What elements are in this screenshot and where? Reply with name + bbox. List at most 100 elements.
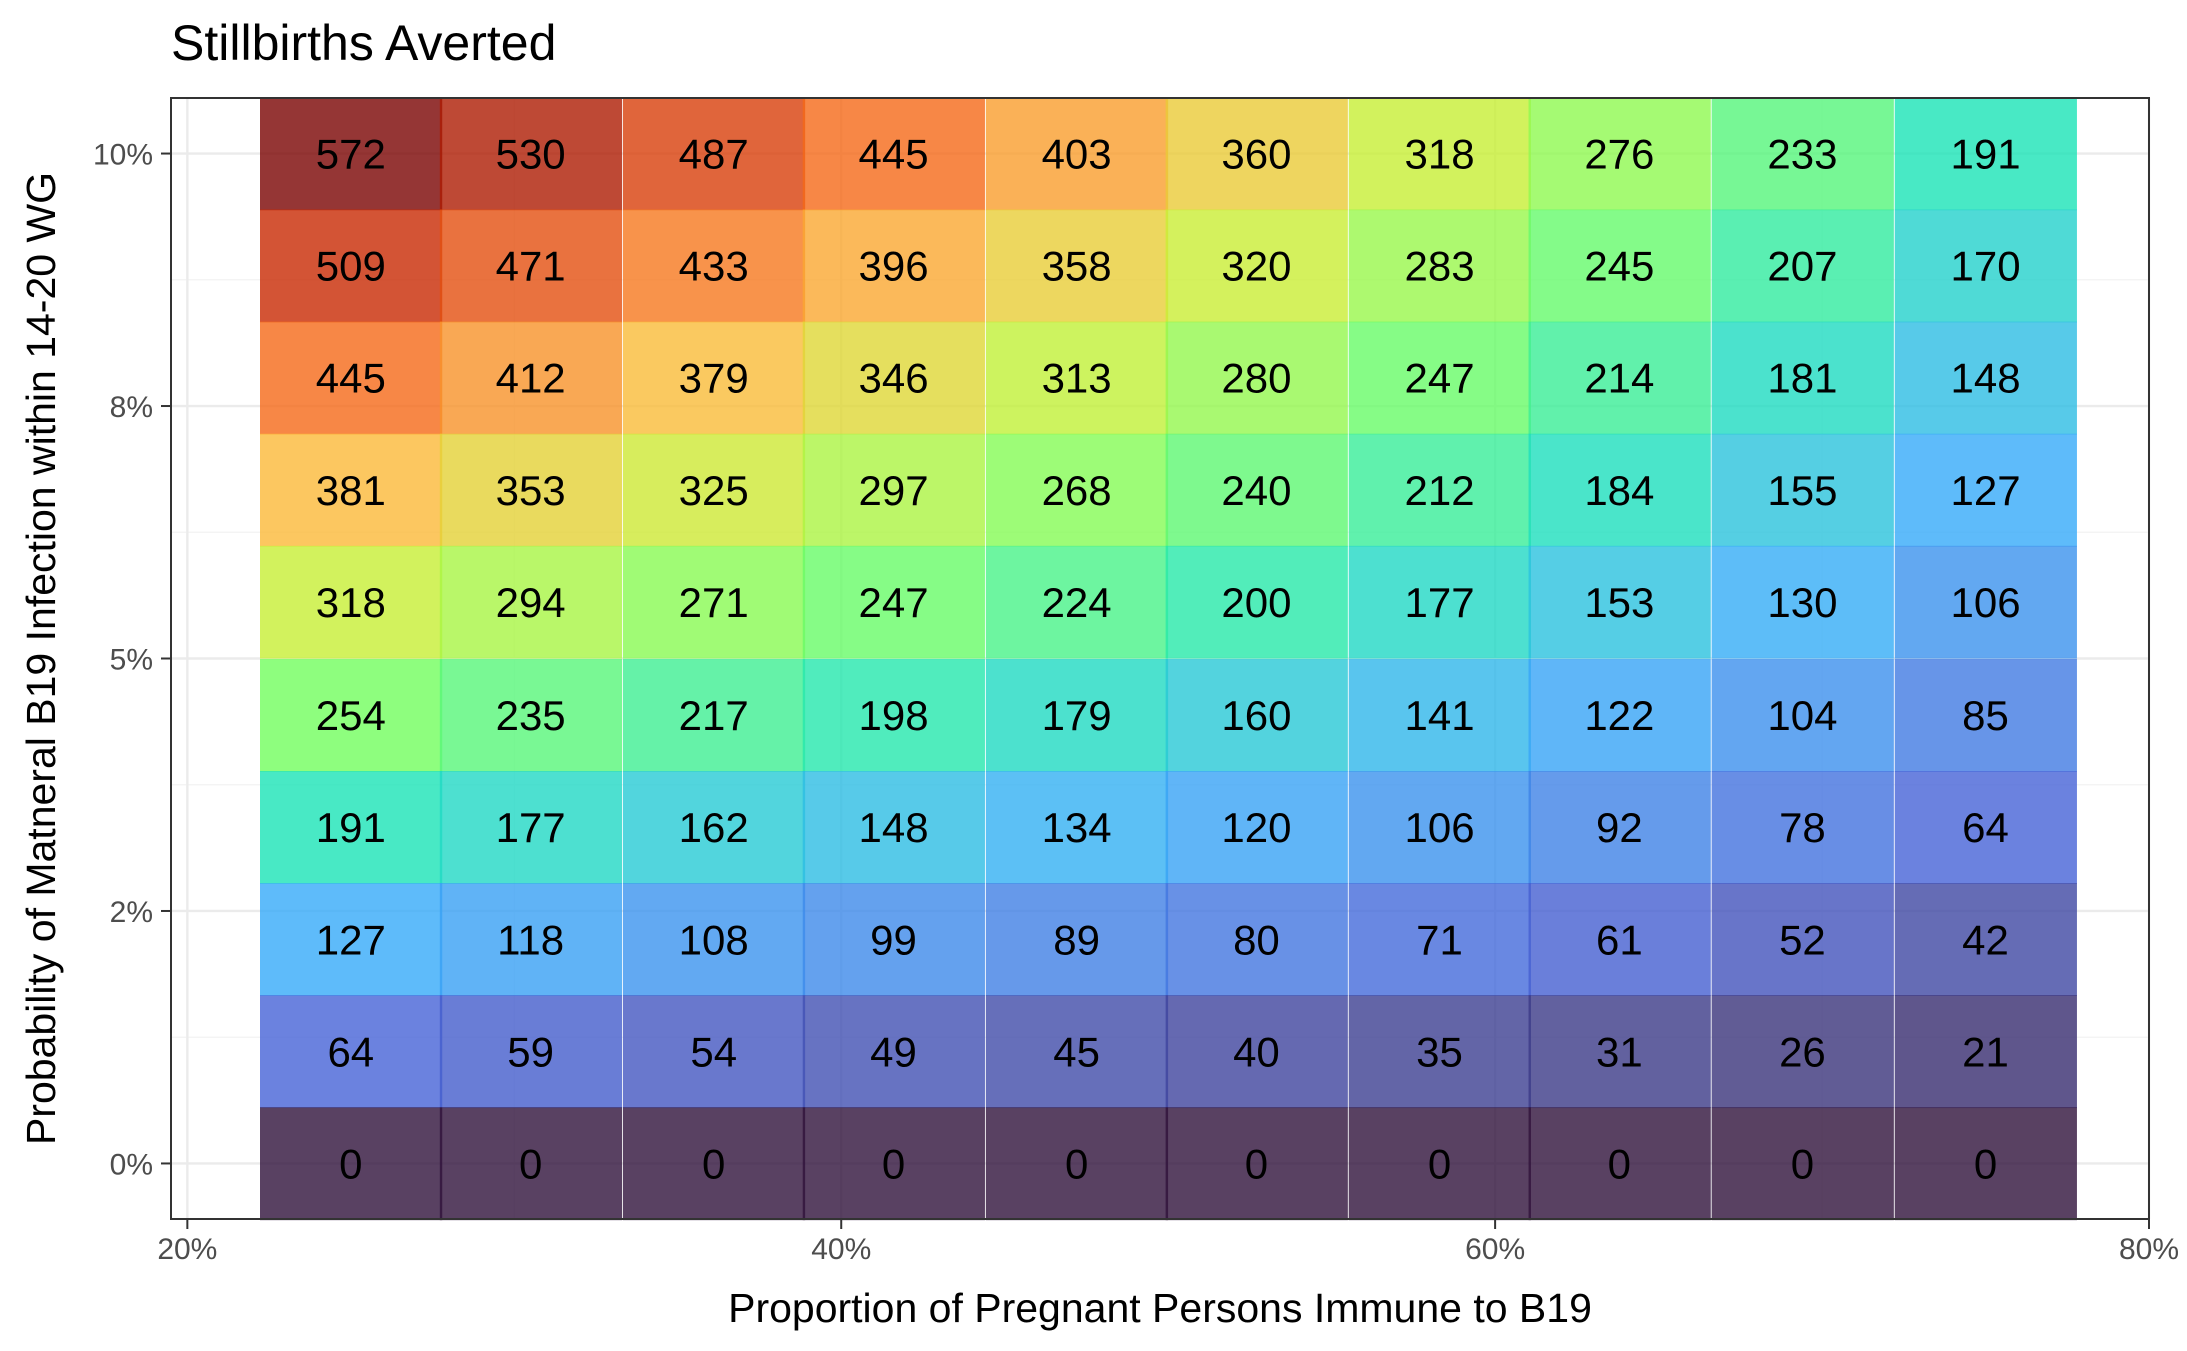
cell-value-r8-c8: 26 — [1779, 1028, 1826, 1075]
y-tick-label-2: 5% — [110, 644, 153, 677]
x-axis-title: Proportion of Pregnant Persons Immune to… — [728, 1285, 1592, 1331]
heatmap-cell-r2-c2 — [622, 321, 806, 435]
heatmap-cell-r7-c3 — [802, 883, 985, 996]
cell-value-r8-c3: 49 — [870, 1028, 917, 1075]
cell-value-r7-c5: 80 — [1233, 916, 1280, 963]
heatmap-cell-r6-c8 — [1711, 771, 1894, 884]
cell-value-r8-c4: 45 — [1053, 1028, 1100, 1075]
heatmap-cell-r3-c8 — [1711, 433, 1894, 547]
cell-value-r8-c5: 40 — [1233, 1028, 1280, 1075]
heatmap-cell-r5-c5 — [1165, 658, 1348, 772]
cell-value-r1-c6: 283 — [1404, 243, 1474, 290]
heatmap-cell-r5-c6 — [1348, 658, 1531, 772]
heatmap-cell-r0-c8 — [1711, 97, 1894, 211]
heatmap-cell-r7-c9 — [1894, 883, 2077, 996]
cell-value-r3-c6: 212 — [1404, 467, 1474, 514]
heatmap-cell-r3-c3 — [802, 433, 985, 547]
cell-value-r9-c4: 0 — [1065, 1140, 1088, 1187]
cell-value-r4-c3: 247 — [859, 579, 929, 626]
heatmap-cell-r9-c1 — [439, 1107, 623, 1221]
heatmap-cell-r0-c6 — [1348, 97, 1531, 211]
cell-value-r4-c7: 153 — [1584, 579, 1654, 626]
y-axis-title: Probability of Matneral B19 Infection wi… — [18, 172, 64, 1145]
cell-value-r8-c0: 64 — [327, 1028, 374, 1075]
cell-value-r7-c7: 61 — [1596, 916, 1643, 963]
cell-value-r9-c1: 0 — [519, 1140, 542, 1187]
cell-value-r7-c0: 127 — [316, 916, 386, 963]
heatmap-cell-r5-c1 — [439, 658, 623, 772]
heatmap-cell-r0-c7 — [1528, 97, 1711, 211]
heatmap-cell-r5-c0 — [260, 658, 443, 772]
cell-value-r6-c9: 64 — [1962, 804, 2009, 851]
cell-value-r5-c7: 122 — [1584, 692, 1654, 739]
heatmap-cell-r2-c7 — [1528, 321, 1711, 435]
y-tick-label-0: 0% — [110, 1148, 153, 1181]
cell-value-r3-c0: 381 — [316, 467, 386, 514]
cell-value-r9-c5: 0 — [1245, 1140, 1268, 1187]
cell-value-r3-c1: 353 — [496, 467, 566, 514]
cell-value-r9-c0: 0 — [339, 1140, 362, 1187]
cell-value-r5-c6: 141 — [1404, 692, 1474, 739]
x-tick-label-3: 80% — [2119, 1233, 2179, 1266]
heatmap-cell-r3-c5 — [1165, 433, 1348, 547]
cell-value-r9-c3: 0 — [882, 1140, 905, 1187]
cell-value-r1-c2: 433 — [679, 243, 749, 290]
cell-value-r2-c2: 379 — [679, 355, 749, 402]
cell-value-r7-c8: 52 — [1779, 916, 1826, 963]
cell-value-r7-c4: 89 — [1053, 916, 1100, 963]
cell-value-r6-c7: 92 — [1596, 804, 1643, 851]
heatmap-cell-r8-c0 — [260, 995, 443, 1109]
heatmap-cell-r0-c3 — [802, 97, 985, 211]
cell-value-r1-c3: 396 — [859, 243, 929, 290]
heatmap-cell-r3-c4 — [985, 433, 1169, 547]
heatmap-cell-r5-c8 — [1711, 658, 1894, 772]
cell-value-r0-c5: 360 — [1221, 131, 1291, 178]
cell-value-r5-c4: 179 — [1042, 692, 1112, 739]
cell-value-r4-c4: 224 — [1042, 579, 1112, 626]
cell-value-r8-c2: 54 — [690, 1028, 737, 1075]
heatmap-cell-r1-c4 — [985, 209, 1169, 323]
cell-value-r9-c6: 0 — [1428, 1140, 1451, 1187]
cell-value-r1-c4: 358 — [1042, 243, 1112, 290]
cell-value-r4-c5: 200 — [1221, 579, 1291, 626]
cell-value-r9-c9: 0 — [1974, 1140, 1997, 1187]
heatmap-cell-r7-c2 — [622, 883, 806, 996]
y-tick-label-4: 10% — [93, 139, 153, 172]
heatmap-cell-r2-c5 — [1165, 321, 1348, 435]
cell-value-r0-c3: 445 — [859, 131, 929, 178]
cell-value-r6-c3: 148 — [859, 804, 929, 851]
cell-value-r5-c2: 217 — [679, 692, 749, 739]
heatmap-cell-r5-c4 — [985, 658, 1169, 772]
heatmap-cell-r6-c0 — [260, 771, 443, 884]
cell-value-r0-c8: 233 — [1767, 131, 1837, 178]
heatmap-cell-r7-c6 — [1348, 883, 1531, 996]
cell-labels: 572 530 487 445 403 360 318 276 233 191 509 471 433 3… — [316, 131, 2021, 1188]
heatmap-cell-r4-c2 — [622, 545, 806, 659]
cell-value-r3-c7: 184 — [1584, 467, 1654, 514]
heatmap-cell-r1-c7 — [1528, 209, 1711, 323]
heatmap-cell-r4-c9 — [1894, 545, 2077, 659]
heatmap-cell-r4-c4 — [985, 545, 1169, 659]
heatmap-cell-r2-c9 — [1894, 321, 2077, 435]
heatmap-cell-r8-c9 — [1894, 995, 2077, 1109]
heatmap-cell-r8-c7 — [1528, 995, 1711, 1109]
heatmap-cell-r6-c3 — [802, 771, 985, 884]
cell-value-r1-c5: 320 — [1221, 243, 1291, 290]
cell-value-r7-c2: 108 — [679, 916, 749, 963]
cell-value-r3-c9: 127 — [1950, 467, 2020, 514]
cell-value-r2-c6: 247 — [1404, 355, 1474, 402]
heatmap-cell-r5-c9 — [1894, 658, 2077, 772]
cell-value-r1-c1: 471 — [496, 243, 566, 290]
x-axis: 20% 40% 60% 80% — [157, 1219, 2179, 1266]
cell-value-r4-c0: 318 — [316, 579, 386, 626]
cell-value-r4-c9: 106 — [1950, 579, 2020, 626]
heatmap-cell-r5-c3 — [802, 658, 985, 772]
heatmap-cells — [260, 97, 2077, 1221]
heatmap-cell-r9-c2 — [622, 1107, 806, 1221]
cell-value-r4-c8: 130 — [1767, 579, 1837, 626]
cell-value-r4-c6: 177 — [1404, 579, 1474, 626]
cell-value-r1-c0: 509 — [316, 243, 386, 290]
cell-value-r5-c9: 85 — [1962, 692, 2009, 739]
heatmap-cell-r2-c0 — [260, 321, 443, 435]
